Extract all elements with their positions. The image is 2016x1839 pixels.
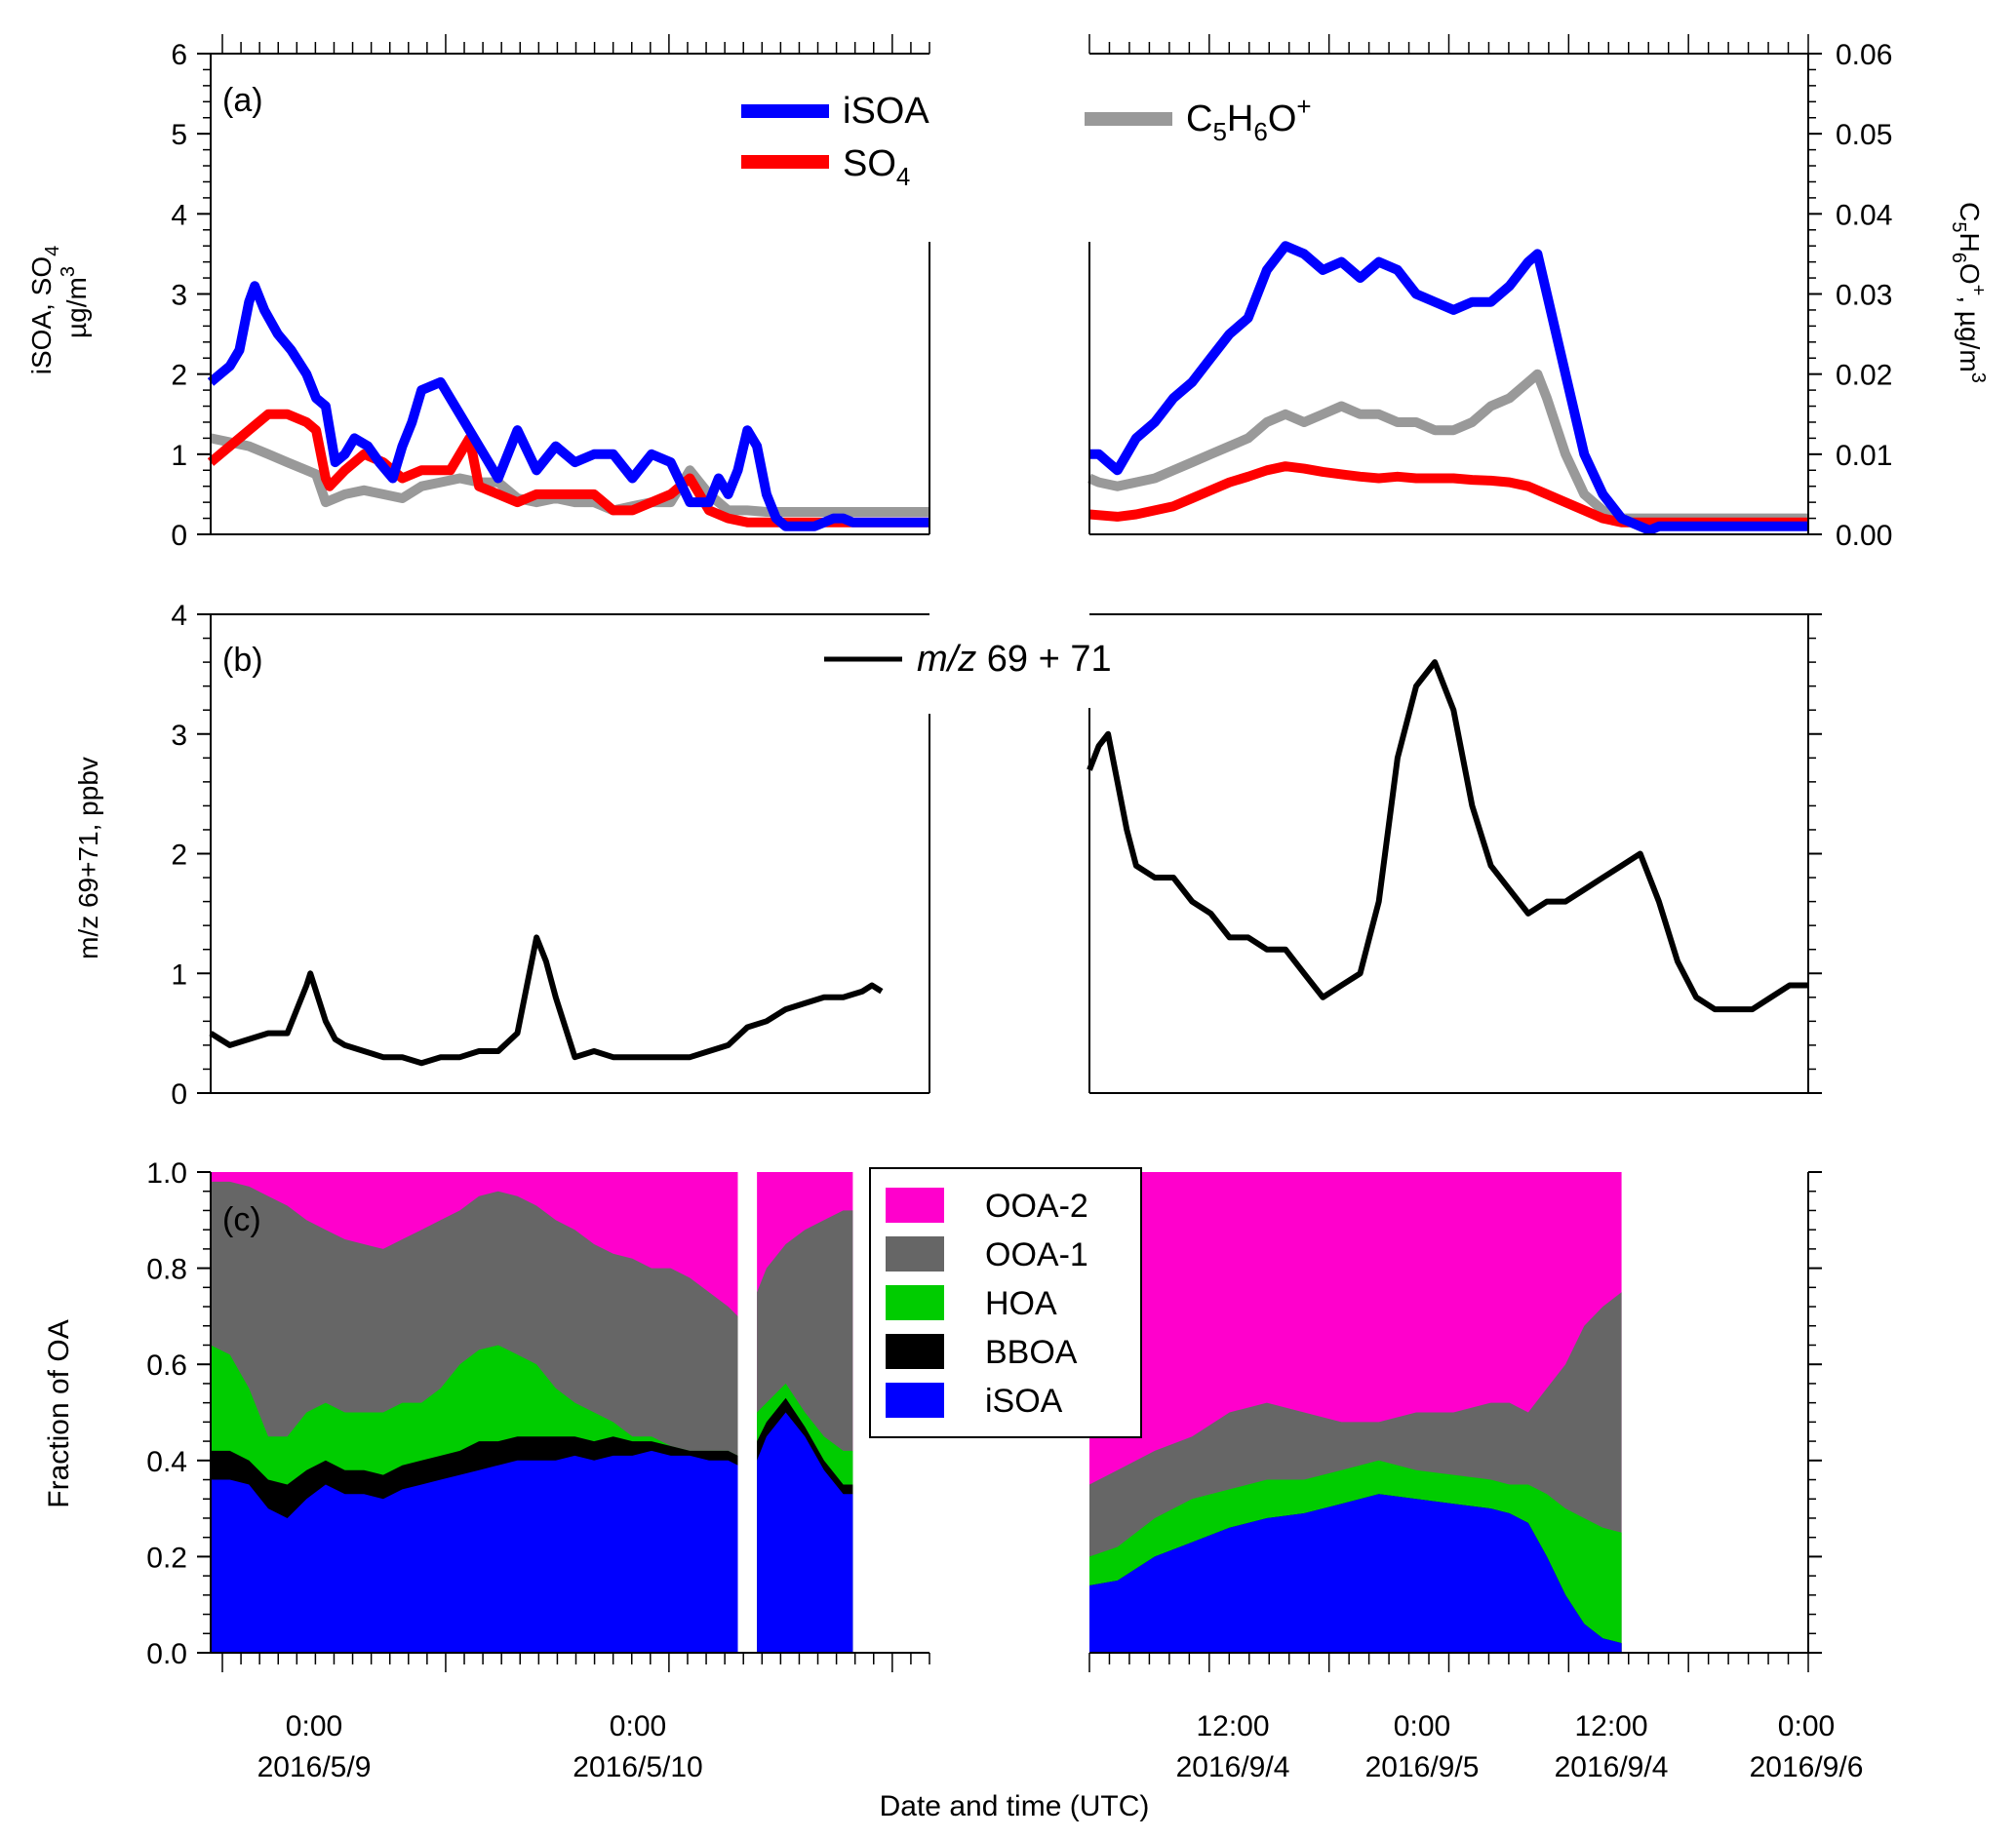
area-isoa-may-2	[757, 1412, 853, 1653]
legend-label-isoa: iSOA	[985, 1383, 1063, 1420]
series-isoa-line-sep	[1089, 241, 1808, 535]
x-tick-date-label: 2016/5/10	[573, 1751, 702, 1783]
legend-label-ooa1: OOA-1	[985, 1236, 1088, 1273]
panel-b-legend: m/z 69 + 71	[824, 639, 1112, 680]
y-tick-label: 1	[171, 959, 187, 991]
y-tick-label: 5	[171, 119, 187, 151]
panel-c-plot	[211, 1172, 1622, 1653]
area-isoa-may-1	[211, 1450, 738, 1653]
panel-c-ylabel: Fraction of OA	[43, 1319, 75, 1507]
panel-a-ylabel-left-line1: iSOA, SO4	[26, 246, 63, 375]
y-tick-label: 4	[171, 600, 187, 632]
panel-a-ylabel-left-line2: µg/m3	[58, 266, 92, 338]
y-tick-label: 3	[171, 720, 187, 752]
panel-c-legend: OOA-2 OOA-1 HOA BBOA iSOA	[869, 1167, 1142, 1438]
panel-a-plot-sep	[1087, 241, 1808, 535]
legend-label-hoa: HOA	[985, 1285, 1057, 1322]
series-isoa-line-may	[207, 281, 929, 531]
panel-a-ticks: 0 1 2 3 4 5 6 0.00 0.01 0.02 0.03 0.04 0.05 0.06	[171, 34, 1892, 552]
area-isoa-sep	[1089, 1494, 1622, 1653]
panel-a-legend: iSOA SO4 C5H6O+	[741, 91, 1312, 191]
panel-c-label: (c)	[222, 1201, 261, 1238]
y-tick-label: 0	[171, 1078, 187, 1111]
y-tick-label: 0.6	[146, 1350, 187, 1382]
panel-b-ylabel: m/z 69+71, ppbv	[73, 757, 103, 959]
y-tick-label: 0.0	[146, 1638, 187, 1670]
panel-b-frame	[210, 613, 1809, 1094]
x-tick-time-label: 0:00	[286, 1710, 342, 1742]
y-tick-label: 3	[171, 280, 187, 312]
y-tick-label: 0.2	[146, 1542, 187, 1574]
series-mz69-71-line-sep	[1087, 659, 1808, 1013]
legend-swatch-ooa1	[886, 1236, 944, 1272]
panel-b-ticks: 0 1 2 3 4	[171, 600, 1822, 1111]
panel-c: 0.0 0.2 0.4 0.6 0.8 1.0 (c) Fraction of OA OO…	[43, 1157, 1863, 1822]
legend-swatch-hoa	[886, 1285, 944, 1320]
x-tick-date-label: 2016/9/4	[1176, 1751, 1290, 1783]
x-tick-time-label: 12:00	[1574, 1710, 1647, 1742]
legend-isoa-label: iSOA	[843, 91, 929, 132]
panel-a-label: (a)	[222, 82, 263, 119]
y-tick-label: 6	[171, 39, 187, 71]
panel-b-plot-sep	[1087, 659, 1808, 1013]
panel-b: 0 1 2 3 4 (b) m/z 69 + 71 m/z 69+71, ppbv	[73, 600, 1822, 1111]
panel-a-ylabel-right: C5H6O+, µg/m3	[1948, 202, 1989, 383]
series-mz69-71-line-may	[209, 934, 884, 1067]
legend-swatch-isoa	[886, 1383, 944, 1418]
y-tick-label: 0.8	[146, 1254, 187, 1286]
x-tick-date-label: 2016/9/6	[1750, 1751, 1864, 1783]
x-axis-title: Date and time (UTC)	[880, 1790, 1150, 1822]
panel-b-plot-may	[209, 934, 884, 1067]
panel-c-ticks: 0.0 0.2 0.4 0.6 0.8 1.0	[146, 1157, 1822, 1672]
series-c5h6o-line-may	[209, 433, 929, 517]
y-tick-label: 4	[171, 199, 187, 231]
panel-a-plot-may	[207, 281, 929, 531]
y-tick-label-right: 0.03	[1836, 280, 1892, 312]
y-tick-label: 0	[171, 520, 187, 552]
y-tick-label: 2	[171, 360, 187, 392]
panel-b-label: (b)	[222, 642, 263, 679]
legend-swatch-bboa	[886, 1334, 944, 1369]
y-tick-label-right: 0.04	[1836, 199, 1892, 231]
legend-mz-label: m/z 69 + 71	[917, 639, 1112, 680]
y-tick-label-right: 0.01	[1836, 440, 1892, 472]
y-tick-label-right: 0.02	[1836, 360, 1892, 392]
x-tick-date-label: 2016/9/4	[1555, 1751, 1669, 1783]
x-tick-time-label: 0:00	[1778, 1710, 1835, 1742]
legend-label-bboa: BBOA	[985, 1334, 1078, 1371]
legend-label-ooa2: OOA-2	[985, 1188, 1088, 1225]
x-tick-time-label: 0:00	[1394, 1710, 1450, 1742]
x-tick-date-label: 2016/9/5	[1365, 1751, 1480, 1783]
x-tick-time-label: 0:00	[610, 1710, 666, 1742]
legend-so4-label: SO4	[843, 143, 910, 191]
x-tick-labels: 0:00 2016/5/9 0:00 2016/5/10 12:00 2016/9/4 0:…	[257, 1710, 1864, 1783]
legend-swatch-ooa2	[886, 1188, 944, 1223]
legend-c5h6o-label: C5H6O+	[1186, 92, 1312, 146]
y-tick-label: 2	[171, 840, 187, 872]
y-tick-label-right: 0.00	[1836, 520, 1892, 552]
y-tick-label: 1.0	[146, 1157, 187, 1190]
y-tick-label-right: 0.05	[1836, 119, 1892, 151]
y-tick-label: 1	[171, 440, 187, 472]
x-tick-time-label: 12:00	[1196, 1710, 1269, 1742]
x-tick-date-label: 2016/5/9	[257, 1751, 372, 1783]
y-tick-label: 0.4	[146, 1446, 187, 1478]
y-tick-label-right: 0.06	[1836, 39, 1892, 71]
